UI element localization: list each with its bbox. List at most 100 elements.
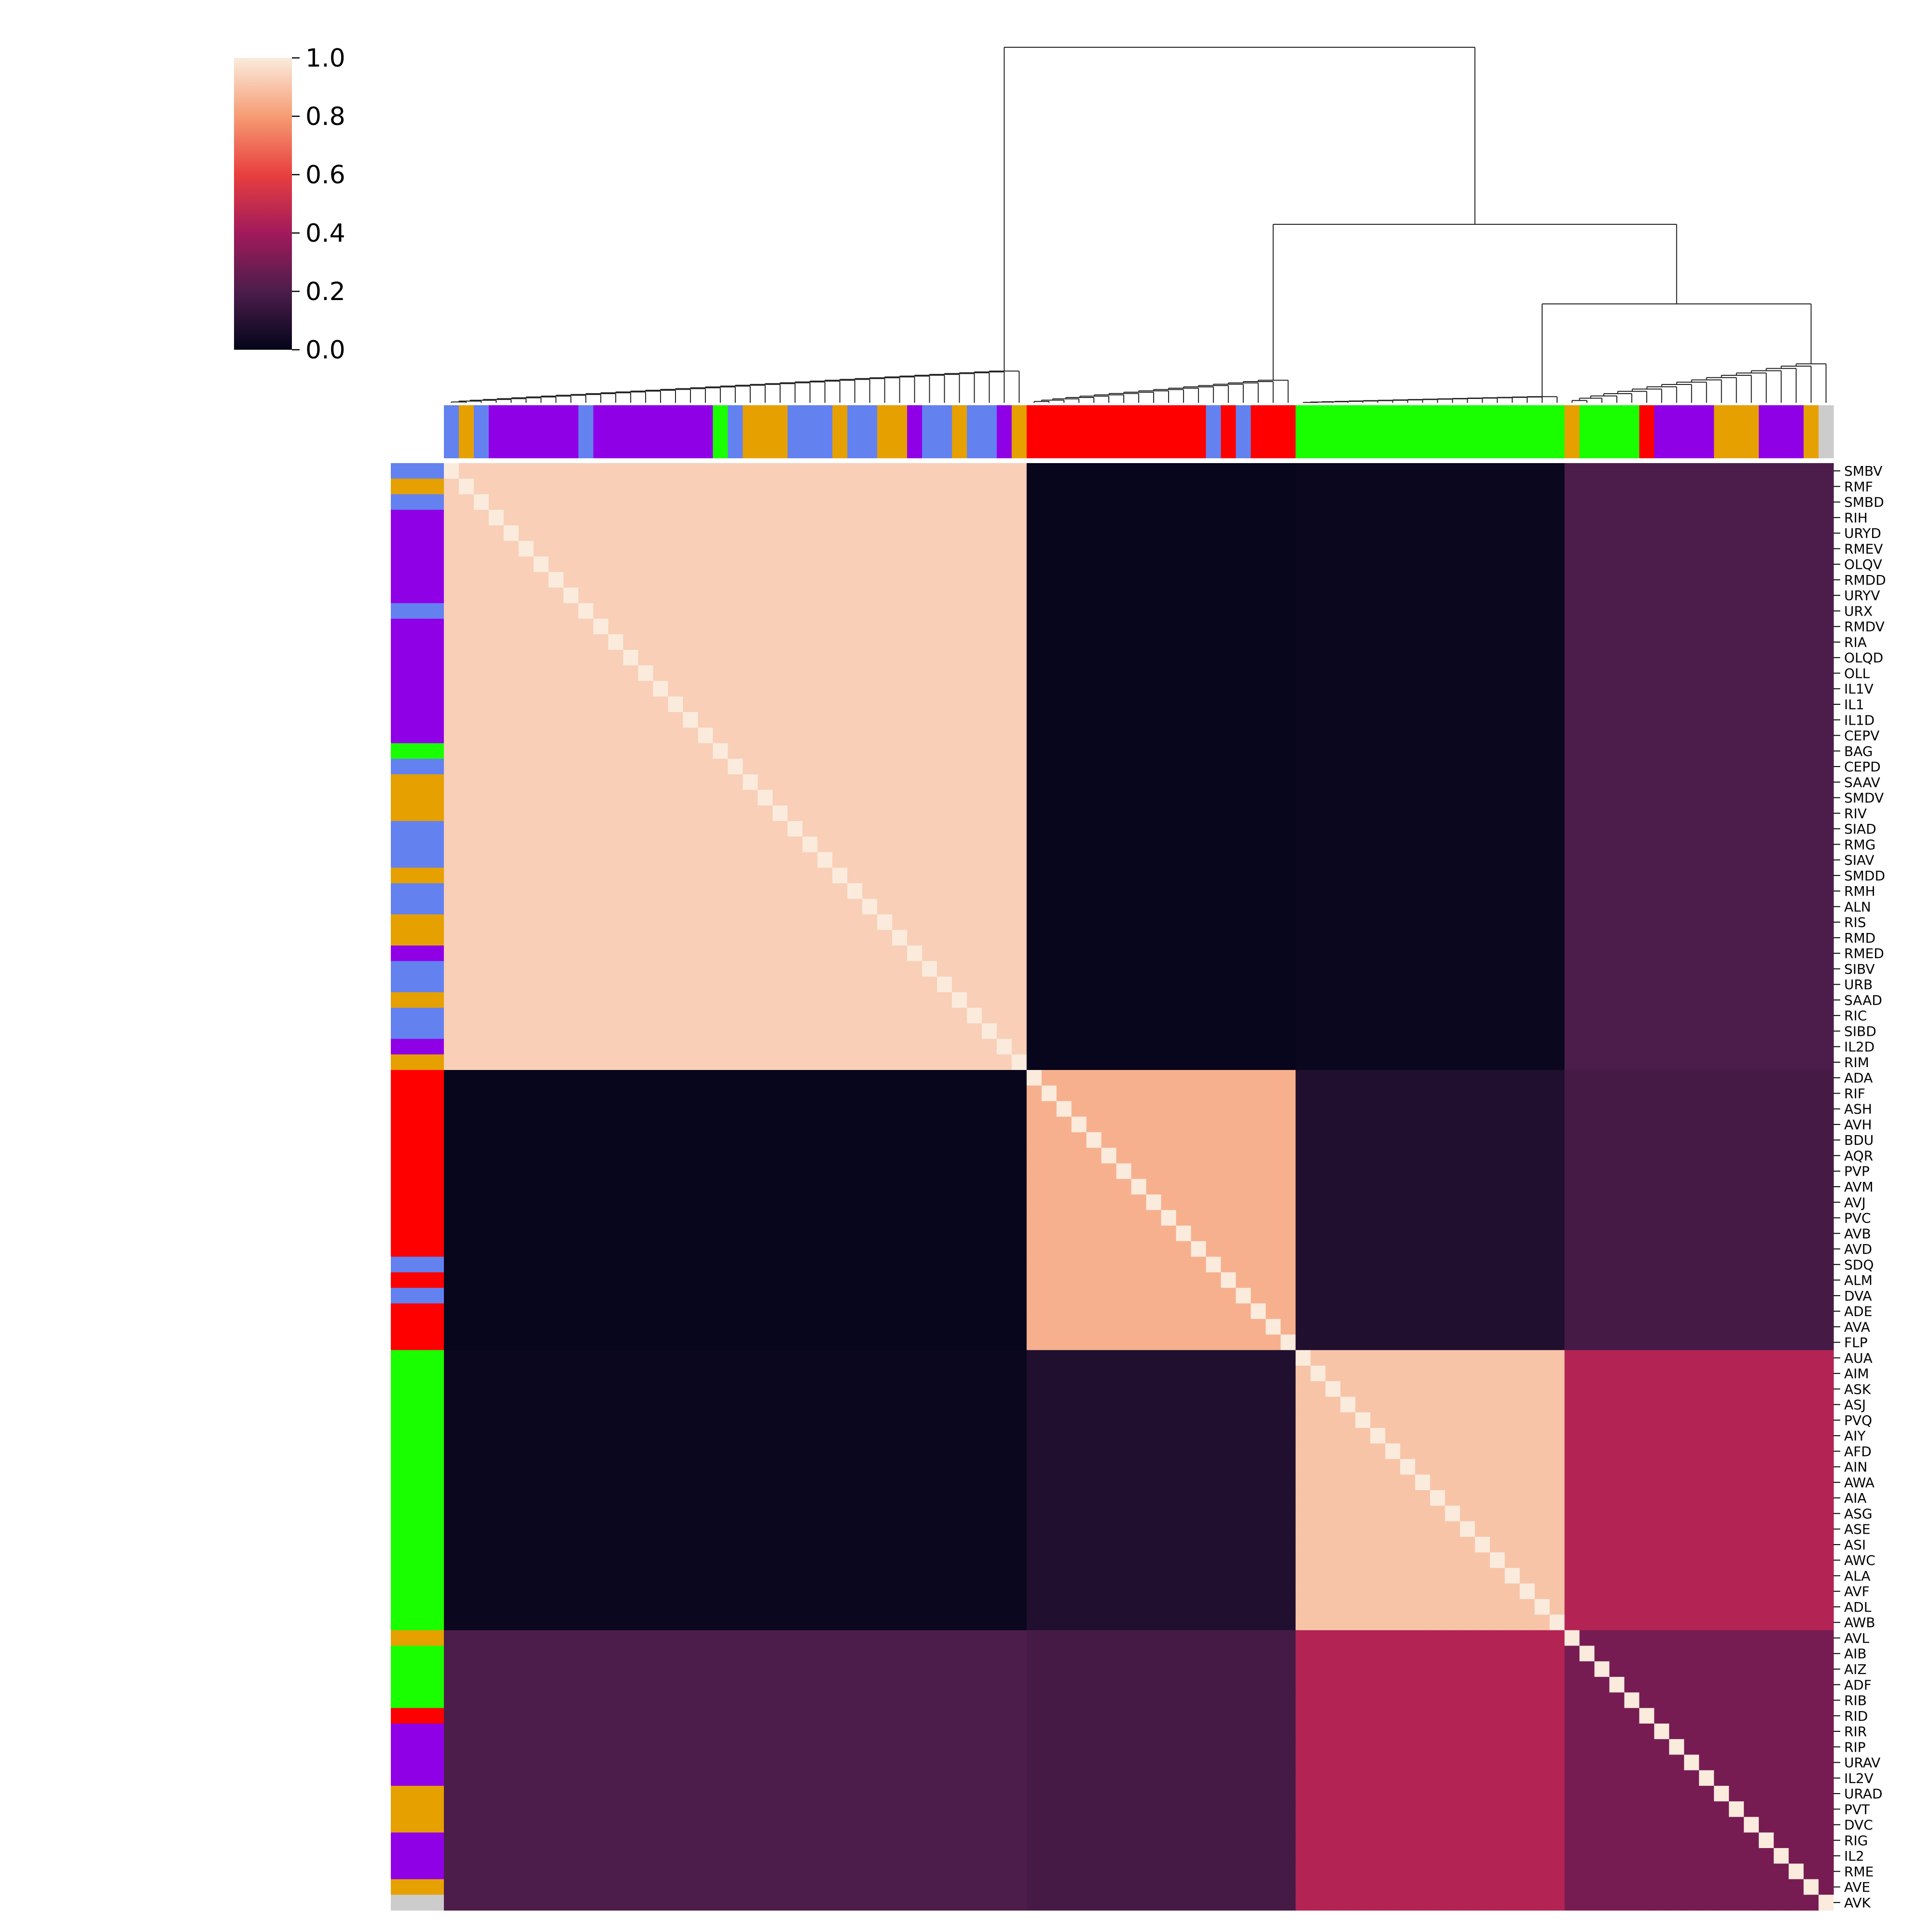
heatmap-cell — [444, 1085, 459, 1102]
heatmap-cell — [1071, 992, 1087, 1008]
heatmap-cell — [548, 790, 564, 806]
heatmap-cell — [533, 1085, 549, 1102]
heatmap-cell — [877, 727, 893, 744]
heatmap-cell — [1191, 712, 1206, 728]
heatmap-cell — [1281, 1132, 1296, 1148]
heatmap-cell — [1594, 1101, 1610, 1117]
heatmap-cell — [488, 1054, 504, 1070]
heatmap-cell — [1609, 588, 1625, 603]
heatmap-cell — [1236, 945, 1251, 961]
heatmap-cell — [653, 541, 669, 557]
heatmap-cell — [668, 665, 684, 682]
heatmap-cell — [996, 1054, 1012, 1070]
heatmap-cell — [1251, 1272, 1266, 1288]
heatmap-cell — [1564, 914, 1580, 931]
heatmap-cell — [1251, 930, 1266, 946]
heatmap-cell — [683, 665, 699, 682]
heatmap-cell — [1176, 681, 1191, 697]
heatmap-cell — [488, 572, 504, 588]
heatmap-cell — [1116, 914, 1132, 931]
heatmap-cell — [1251, 603, 1266, 619]
heatmap-cell — [862, 541, 878, 557]
heatmap-cell — [951, 1194, 967, 1210]
heatmap-cell — [981, 603, 997, 619]
heatmap-cell — [563, 1178, 579, 1195]
heatmap-cell — [1714, 712, 1729, 728]
heatmap-cell — [503, 945, 519, 961]
heatmap-cell — [1370, 650, 1386, 666]
heatmap-cell — [1206, 525, 1221, 541]
heatmap-cell — [907, 883, 923, 899]
heatmap-cell — [996, 914, 1012, 931]
heatmap-cell — [1489, 883, 1505, 899]
heatmap-cell — [966, 961, 982, 977]
heatmap-cell — [1251, 525, 1266, 541]
heatmap-cell — [638, 696, 654, 713]
heatmap-cell — [951, 556, 967, 573]
heatmap-cell — [907, 930, 923, 946]
heatmap-cell — [1191, 1194, 1206, 1210]
heatmap-cell — [1281, 1085, 1296, 1102]
heatmap-cell — [1504, 1163, 1520, 1179]
heatmap-cell — [966, 992, 982, 1008]
heatmap-cell — [1340, 821, 1356, 837]
heatmap-cell — [1266, 634, 1281, 650]
heatmap-cell — [1819, 463, 1834, 479]
heatmap-cell — [1699, 572, 1714, 588]
heatmap-cell — [1789, 805, 1804, 822]
heatmap-cell — [1101, 1085, 1117, 1102]
heatmap-cell — [473, 650, 489, 666]
heatmap-cell — [1789, 961, 1804, 977]
heatmap-cell — [1310, 805, 1326, 822]
heatmap-cell — [772, 930, 788, 946]
heatmap-cell — [1774, 696, 1789, 713]
heatmap-cell — [1266, 1178, 1281, 1195]
heatmap-cell — [668, 1023, 684, 1040]
heatmap-cell — [578, 696, 594, 713]
heatmap-cell — [966, 1272, 982, 1288]
heatmap-cell — [1489, 1116, 1505, 1133]
heatmap-cell — [1176, 1023, 1191, 1040]
heatmap-cell — [563, 758, 579, 775]
heatmap-cell — [698, 525, 714, 541]
heatmap-cell — [1355, 976, 1371, 993]
heatmap-cell — [996, 899, 1012, 915]
heatmap-cell — [1385, 681, 1401, 697]
heatmap-cell — [1609, 1163, 1625, 1179]
heatmap-cell — [1146, 727, 1162, 744]
heatmap-cell — [922, 603, 937, 619]
heatmap-cell — [623, 634, 639, 650]
heatmap-cell — [832, 509, 848, 526]
heatmap-cell — [578, 509, 594, 526]
heatmap-cell — [1236, 805, 1251, 822]
heatmap-cell — [832, 1132, 848, 1148]
heatmap-cell — [1191, 1054, 1206, 1070]
heatmap-cell — [862, 618, 878, 635]
heatmap-cell — [473, 867, 489, 884]
heatmap-cell — [1445, 867, 1461, 884]
heatmap-cell — [533, 805, 549, 822]
heatmap-cell — [1176, 634, 1191, 650]
heatmap-cell — [966, 665, 982, 682]
heatmap-cell — [1819, 945, 1834, 961]
heatmap-cell — [1460, 494, 1475, 510]
heatmap-cell — [563, 525, 579, 541]
heatmap-cell — [713, 758, 728, 775]
heatmap-cell — [1519, 1008, 1535, 1024]
heatmap-cell — [1206, 1008, 1221, 1024]
heatmap-cell — [1325, 1163, 1341, 1179]
heatmap-cell — [832, 976, 848, 993]
heatmap-cell — [1146, 1070, 1162, 1086]
heatmap-cell — [1445, 961, 1461, 977]
heatmap-cell — [758, 1288, 773, 1304]
heatmap-cell — [1579, 992, 1595, 1008]
heatmap-cell — [937, 1272, 952, 1288]
heatmap-cell — [1355, 634, 1371, 650]
heatmap-cell — [907, 1116, 923, 1133]
heatmap-cell — [1161, 961, 1177, 977]
heatmap-cell — [922, 494, 937, 510]
heatmap-cell — [996, 696, 1012, 713]
heatmap-cell — [1609, 976, 1625, 993]
heatmap-cell — [743, 867, 758, 884]
heatmap-cell — [981, 961, 997, 977]
